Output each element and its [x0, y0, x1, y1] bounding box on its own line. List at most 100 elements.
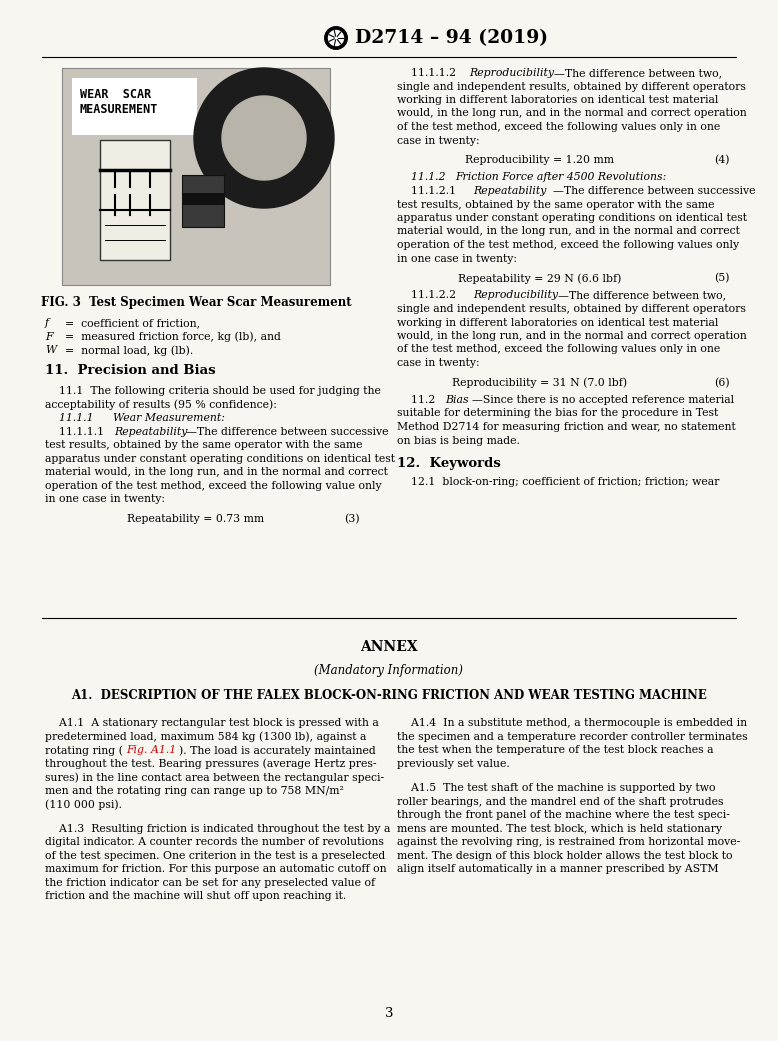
- Text: FIG. 3  Test Specimen Wear Scar Measurement: FIG. 3 Test Specimen Wear Scar Measureme…: [40, 296, 352, 309]
- Text: digital indicator. A counter records the number of revolutions: digital indicator. A counter records the…: [45, 837, 384, 847]
- Text: 11.1  The following criteria should be used for judging the: 11.1 The following criteria should be us…: [45, 386, 381, 396]
- Text: (Mandatory Information): (Mandatory Information): [314, 664, 464, 678]
- Text: W: W: [45, 345, 56, 355]
- Text: 3: 3: [385, 1007, 393, 1020]
- Text: (4): (4): [714, 155, 730, 166]
- Text: 12.  Keywords: 12. Keywords: [397, 457, 501, 469]
- FancyBboxPatch shape: [100, 139, 170, 260]
- Text: Fig. A1.1: Fig. A1.1: [126, 745, 176, 756]
- Text: friction and the machine will shut off upon reaching it.: friction and the machine will shut off u…: [45, 891, 346, 902]
- Text: —Since there is no accepted reference material: —Since there is no accepted reference ma…: [472, 395, 734, 405]
- Text: maximum for friction. For this purpose an automatic cutoff on: maximum for friction. For this purpose a…: [45, 864, 387, 874]
- Text: working in different laboratories on identical test material: working in different laboratories on ide…: [397, 95, 718, 105]
- Text: MEASUREMENT: MEASUREMENT: [80, 103, 159, 116]
- Text: would, in the long run, and in the normal and correct operation: would, in the long run, and in the norma…: [397, 331, 747, 341]
- Text: Wear Measurement:: Wear Measurement:: [113, 413, 225, 423]
- Polygon shape: [328, 30, 344, 46]
- Text: apparatus under constant operating conditions on identical test: apparatus under constant operating condi…: [45, 454, 395, 463]
- Text: test results, obtained by the same operator with the same: test results, obtained by the same opera…: [45, 440, 363, 450]
- Text: Repeatability = 29 N (6.6 lbf): Repeatability = 29 N (6.6 lbf): [458, 273, 622, 283]
- Text: apparatus under constant operating conditions on identical test: apparatus under constant operating condi…: [397, 213, 747, 223]
- Text: D2714 – 94 (2019): D2714 – 94 (2019): [355, 29, 548, 47]
- Text: —The difference between successive: —The difference between successive: [186, 427, 388, 436]
- Text: rotating ring (: rotating ring (: [45, 745, 123, 756]
- Text: Method D2714 for measuring friction and wear, no statement: Method D2714 for measuring friction and …: [397, 422, 736, 432]
- Text: (6): (6): [714, 378, 730, 388]
- Text: roller bearings, and the mandrel end of the shaft protrudes: roller bearings, and the mandrel end of …: [397, 796, 724, 807]
- Text: 11.1.1.1: 11.1.1.1: [45, 427, 111, 436]
- Text: WEAR  SCAR: WEAR SCAR: [80, 88, 151, 101]
- Text: of the test method, exceed the following values only in one: of the test method, exceed the following…: [397, 345, 720, 355]
- Text: predetermined load, maximum 584 kg (1300 lb), against a: predetermined load, maximum 584 kg (1300…: [45, 732, 366, 742]
- Text: —The difference between two,: —The difference between two,: [554, 68, 722, 78]
- Text: against the revolving ring, is restrained from horizontal move-: against the revolving ring, is restraine…: [397, 837, 740, 847]
- Text: suitable for determining the bias for the procedure in Test: suitable for determining the bias for th…: [397, 408, 718, 418]
- Text: throughout the test. Bearing pressures (average Hertz pres-: throughout the test. Bearing pressures (…: [45, 759, 377, 769]
- Text: A1.  DESCRIPTION OF THE FALEX BLOCK-ON-RING FRICTION AND WEAR TESTING MACHINE: A1. DESCRIPTION OF THE FALEX BLOCK-ON-RI…: [71, 688, 707, 702]
- Text: f: f: [45, 318, 49, 328]
- Text: the friction indicator can be set for any preselected value of: the friction indicator can be set for an…: [45, 878, 375, 888]
- Text: in one case in twenty:: in one case in twenty:: [397, 254, 517, 263]
- Text: would, in the long run, and in the normal and correct operation: would, in the long run, and in the norma…: [397, 108, 747, 119]
- Text: test results, obtained by the same operator with the same: test results, obtained by the same opera…: [397, 200, 714, 209]
- Text: (3): (3): [345, 513, 360, 524]
- Text: A1.3  Resulting friction is indicated throughout the test by a: A1.3 Resulting friction is indicated thr…: [45, 823, 391, 834]
- Text: of the test specimen. One criterion in the test is a preselected: of the test specimen. One criterion in t…: [45, 850, 385, 861]
- Text: material would, in the long run, and in the normal and correct: material would, in the long run, and in …: [45, 467, 388, 477]
- Text: =  coefficient of friction,: = coefficient of friction,: [65, 318, 200, 328]
- Polygon shape: [194, 68, 334, 208]
- Text: =  normal load, kg (lb).: = normal load, kg (lb).: [65, 345, 193, 356]
- Text: acceptability of results (95 % confidence):: acceptability of results (95 % confidenc…: [45, 400, 277, 410]
- Text: sures) in the line contact area between the rectangular speci-: sures) in the line contact area between …: [45, 772, 384, 783]
- Text: 11.1.1: 11.1.1: [45, 413, 100, 423]
- Text: operation of the test method, exceed the following value only: operation of the test method, exceed the…: [45, 481, 382, 490]
- Text: (5): (5): [714, 273, 730, 283]
- Text: mens are mounted. The test block, which is held stationary: mens are mounted. The test block, which …: [397, 823, 722, 834]
- Text: (110 000 psi).: (110 000 psi).: [45, 799, 122, 810]
- Text: case in twenty:: case in twenty:: [397, 135, 479, 146]
- Text: 11.  Precision and Bias: 11. Precision and Bias: [45, 364, 216, 378]
- FancyBboxPatch shape: [72, 78, 197, 135]
- FancyBboxPatch shape: [182, 193, 224, 205]
- Text: 11.1.2.1: 11.1.2.1: [397, 186, 463, 196]
- Text: Reproducibility: Reproducibility: [469, 68, 554, 78]
- Text: Friction Force after 4500 Revolutions:: Friction Force after 4500 Revolutions:: [455, 173, 666, 182]
- Text: A1.5  The test shaft of the machine is supported by two: A1.5 The test shaft of the machine is su…: [397, 783, 716, 793]
- Text: on bias is being made.: on bias is being made.: [397, 435, 520, 446]
- Text: through the front panel of the machine where the test speci-: through the front panel of the machine w…: [397, 810, 730, 820]
- Text: 11.2: 11.2: [397, 395, 443, 405]
- Text: of the test method, exceed the following values only in one: of the test method, exceed the following…: [397, 122, 720, 132]
- Text: single and independent results, obtained by different operators: single and independent results, obtained…: [397, 81, 746, 92]
- Text: =  measured friction force, kg (lb), and: = measured friction force, kg (lb), and: [65, 331, 281, 342]
- Text: 11.1.2.2: 11.1.2.2: [397, 290, 463, 301]
- Text: Repeatability: Repeatability: [473, 186, 546, 196]
- FancyBboxPatch shape: [62, 68, 330, 285]
- FancyBboxPatch shape: [182, 175, 224, 227]
- Text: case in twenty:: case in twenty:: [397, 358, 479, 369]
- Text: ANNEX: ANNEX: [360, 640, 418, 654]
- Text: men and the rotating ring can range up to 758 MN/m²: men and the rotating ring can range up t…: [45, 786, 344, 795]
- Text: Repeatability: Repeatability: [114, 427, 187, 436]
- Text: —The difference between successive: —The difference between successive: [553, 186, 755, 196]
- Text: ment. The design of this block holder allows the test block to: ment. The design of this block holder al…: [397, 850, 733, 861]
- Text: material would, in the long run, and in the normal and correct: material would, in the long run, and in …: [397, 227, 740, 236]
- Text: the specimen and a temperature recorder controller terminates: the specimen and a temperature recorder …: [397, 732, 748, 742]
- Text: 11.1.2: 11.1.2: [397, 173, 453, 182]
- Text: previously set value.: previously set value.: [397, 759, 510, 769]
- Text: Repeatability = 0.73 mm: Repeatability = 0.73 mm: [128, 513, 265, 524]
- Text: working in different laboratories on identical test material: working in different laboratories on ide…: [397, 318, 718, 328]
- Text: Reproducibility = 1.20 mm: Reproducibility = 1.20 mm: [465, 155, 615, 166]
- Text: single and independent results, obtained by different operators: single and independent results, obtained…: [397, 304, 746, 314]
- Polygon shape: [222, 96, 306, 180]
- Text: 11.1.1.2: 11.1.1.2: [397, 68, 460, 78]
- Text: A1.4  In a substitute method, a thermocouple is embedded in: A1.4 In a substitute method, a thermocou…: [397, 718, 747, 729]
- Text: Bias: Bias: [445, 395, 468, 405]
- Text: align itself automatically in a manner prescribed by ASTM: align itself automatically in a manner p…: [397, 864, 719, 874]
- Text: F: F: [45, 331, 52, 341]
- Text: Reproducibility: Reproducibility: [473, 290, 558, 301]
- Text: ). The load is accurately maintained: ). The load is accurately maintained: [179, 745, 376, 756]
- Text: 12.1  block-on-ring; coefficient of friction; friction; wear: 12.1 block-on-ring; coefficient of frict…: [397, 477, 720, 487]
- Text: operation of the test method, exceed the following values only: operation of the test method, exceed the…: [397, 240, 739, 250]
- Polygon shape: [325, 27, 347, 49]
- Text: in one case in twenty:: in one case in twenty:: [45, 494, 165, 504]
